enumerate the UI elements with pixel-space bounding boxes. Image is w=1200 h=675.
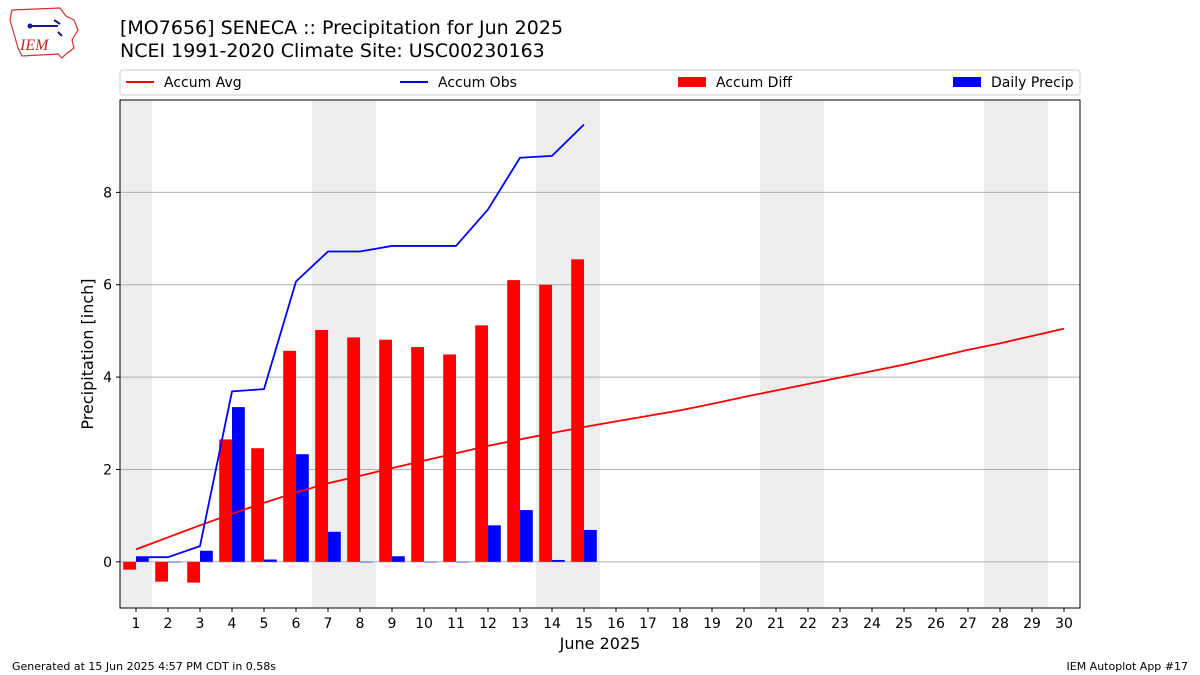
x-tick-label: 3 xyxy=(196,616,205,632)
daily-precip-bar xyxy=(328,531,341,562)
y-tick-label: 8 xyxy=(103,185,112,201)
accum-avg-line xyxy=(135,327,1065,551)
daily-precip-bar xyxy=(424,561,437,563)
plot-frame xyxy=(119,99,1081,609)
daily-precip-bar xyxy=(488,525,501,562)
x-tick-label: 10 xyxy=(415,616,433,632)
x-tick-label: 8 xyxy=(356,616,365,632)
weekend-band xyxy=(760,100,824,608)
x-axis-label: June 2025 xyxy=(559,634,641,653)
x-tick-label: 25 xyxy=(895,616,913,632)
accum-obs-line xyxy=(136,123,585,559)
chart-title-line2: NCEI 1991-2020 Climate Site: USC00230163 xyxy=(120,40,545,62)
legend-label: Daily Precip xyxy=(991,75,1074,91)
daily-precip-bar xyxy=(360,561,373,563)
iem-logo: IEM xyxy=(9,7,79,59)
x-tick-label: 30 xyxy=(1055,616,1073,632)
daily-precip-bar xyxy=(168,561,181,563)
accum-diff-bar xyxy=(187,561,200,583)
accum-diff-bar xyxy=(219,439,232,562)
chart-title: [MO7656] SENECA :: Precipitation for Jun… xyxy=(120,17,563,63)
x-tick-label: 19 xyxy=(703,616,721,632)
legend-box xyxy=(119,69,1081,96)
x-tick-label: 12 xyxy=(479,616,497,632)
x-tick-label: 21 xyxy=(767,616,785,632)
daily-precip-bar xyxy=(232,407,245,562)
x-tick-label: 27 xyxy=(959,616,977,632)
x-tick-label: 28 xyxy=(991,616,1009,632)
daily-precip-bar xyxy=(264,559,277,562)
y-axis-label: Precipitation [inch] xyxy=(78,278,97,429)
x-tick-label: 7 xyxy=(324,616,333,632)
x-tick-label: 9 xyxy=(388,616,397,632)
x-tick-label: 22 xyxy=(799,616,817,632)
x-tick-label: 17 xyxy=(639,616,657,632)
x-tick-label: 18 xyxy=(671,616,689,632)
daily-precip-bar xyxy=(584,529,597,562)
x-tick-label: 23 xyxy=(831,616,849,632)
daily-precip-bar xyxy=(520,510,533,562)
accum-diff-bar xyxy=(379,339,392,562)
accum-diff-bar xyxy=(539,284,552,562)
x-tick-label: 14 xyxy=(543,616,561,632)
x-tick-label: 29 xyxy=(1023,616,1041,632)
accum-diff-bar xyxy=(507,280,520,562)
legend-label: Accum Diff xyxy=(716,75,792,91)
legend-swatch xyxy=(953,77,981,87)
daily-precip-bar xyxy=(200,550,213,562)
accum-diff-bar xyxy=(347,337,360,562)
accum-diff-bar xyxy=(571,259,584,562)
x-tick-label: 24 xyxy=(863,616,881,632)
x-tick-label: 13 xyxy=(511,616,529,632)
daily-precip-bar xyxy=(136,557,149,562)
y-tick-label: 2 xyxy=(103,462,112,478)
y-tick-label: 0 xyxy=(103,555,112,571)
accum-diff-bar xyxy=(283,350,296,562)
logo-text: IEM xyxy=(19,37,50,54)
x-tick-label: 11 xyxy=(447,616,465,632)
x-tick-label: 16 xyxy=(607,616,625,632)
accum-diff-bar xyxy=(411,347,424,562)
footer-app-id: IEM Autoplot App #17 xyxy=(1066,660,1189,673)
daily-precip-bar xyxy=(552,559,565,562)
x-tick-label: 26 xyxy=(927,616,945,632)
daily-precip-bar xyxy=(392,556,405,562)
accum-diff-bar xyxy=(315,329,328,562)
chart-title-line1: [MO7656] SENECA :: Precipitation for Jun… xyxy=(120,17,564,39)
accum-diff-bar xyxy=(475,325,488,562)
daily-precip-bar xyxy=(456,561,469,563)
weekend-band xyxy=(120,100,152,608)
x-tick-label: 2 xyxy=(164,616,173,632)
legend-label: Accum Avg xyxy=(164,75,242,91)
legend-label: Accum Obs xyxy=(438,75,517,91)
x-tick-label: 15 xyxy=(575,616,593,632)
accum-diff-bar xyxy=(123,561,136,570)
accum-diff-bar xyxy=(443,354,456,562)
x-tick-label: 1 xyxy=(132,616,141,632)
y-tick-label: 4 xyxy=(103,370,112,386)
y-tick-label: 6 xyxy=(103,278,112,294)
x-tick-label: 20 xyxy=(735,616,753,632)
weekend-band xyxy=(984,100,1048,608)
accum-diff-bar xyxy=(155,561,168,582)
x-tick-label: 5 xyxy=(260,616,269,632)
x-tick-label: 4 xyxy=(228,616,237,632)
x-tick-label: 6 xyxy=(292,616,301,632)
footer-generated: Generated at 15 Jun 2025 4:57 PM CDT in … xyxy=(12,660,277,673)
daily-precip-bar xyxy=(296,454,309,562)
legend-swatch xyxy=(678,77,706,87)
